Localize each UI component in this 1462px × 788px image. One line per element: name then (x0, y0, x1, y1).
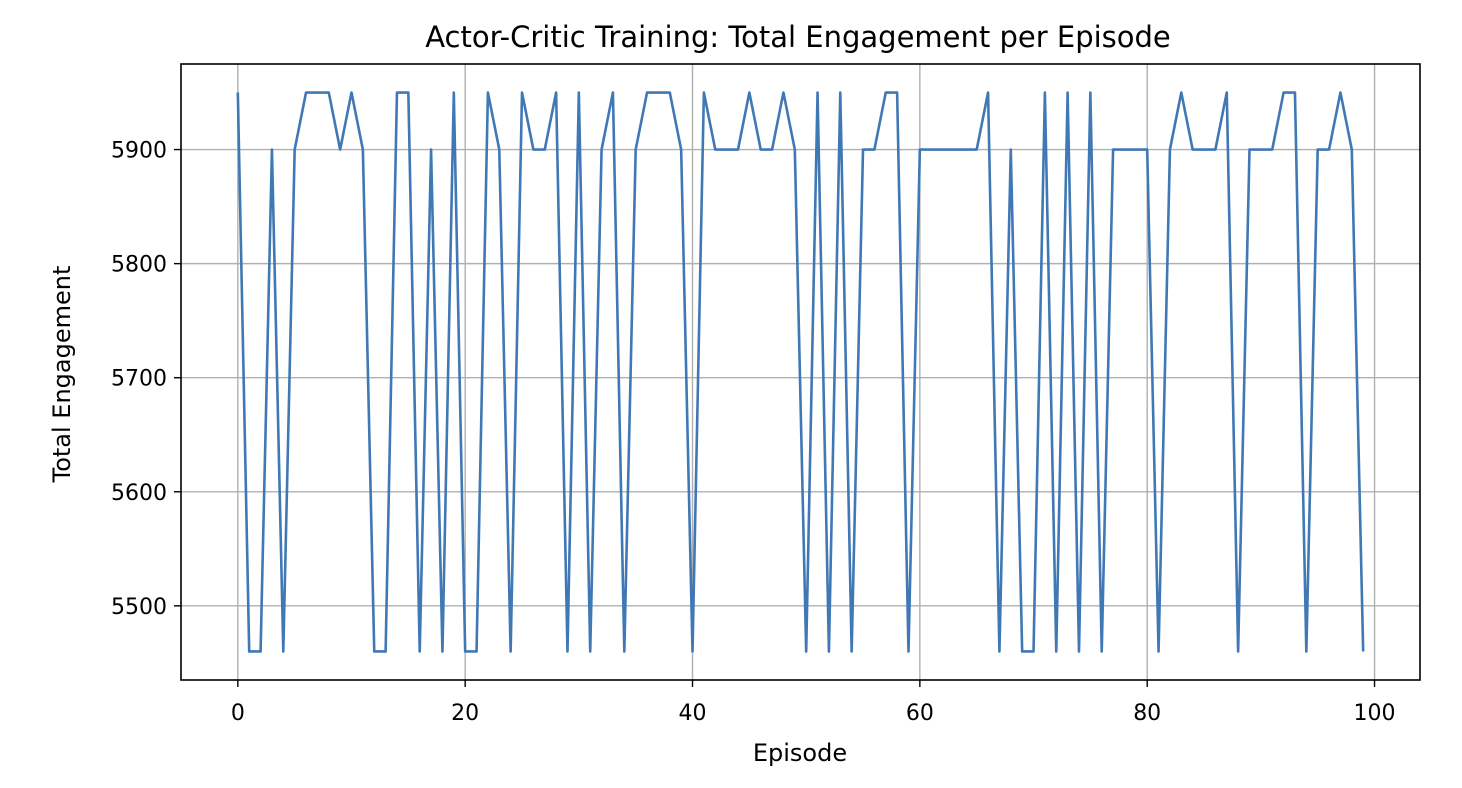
x-axis: 0 20 40 60 80 100 (231, 680, 1396, 726)
x-axis-label: Episode (753, 739, 847, 767)
y-axis: 5500 5600 5700 5800 5900 (111, 139, 181, 620)
chart-title: Actor-Critic Training: Total Engagement … (425, 20, 1171, 54)
y-tick-label: 5600 (111, 481, 167, 506)
x-tick-label: 40 (679, 701, 707, 726)
y-axis-label: Total Engagement (48, 266, 76, 484)
y-tick-label: 5700 (111, 367, 167, 392)
y-tick-label: 5900 (111, 139, 167, 164)
x-tick-label: 0 (231, 701, 245, 726)
x-tick-label: 20 (451, 701, 479, 726)
y-tick-label: 5800 (111, 253, 167, 278)
x-tick-label: 100 (1354, 701, 1396, 726)
series-layer (236, 91, 1365, 653)
x-tick-label: 80 (1133, 701, 1161, 726)
x-tick-label: 60 (906, 701, 934, 726)
plot-frame (180, 63, 1421, 681)
y-tick-label: 5500 (111, 595, 167, 620)
series-line (236, 91, 1365, 653)
